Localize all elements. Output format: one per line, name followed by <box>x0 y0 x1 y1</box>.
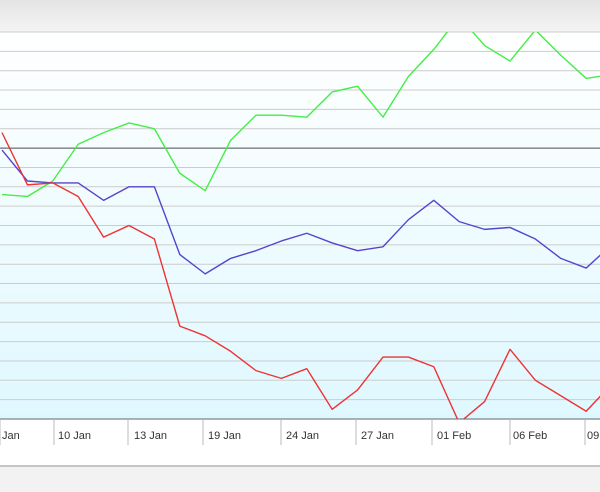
x-tick-label: 24 Jan <box>286 430 319 442</box>
series-line-3 <box>1 132 600 419</box>
top-band <box>0 0 600 32</box>
series-layer <box>1 32 600 419</box>
x-tick-label: 27 Jan <box>361 430 394 442</box>
x-tick-label: 10 Jan <box>58 430 91 442</box>
x-axis-ticks: Jan 10 Jan 13 Jan 19 Jan 24 Jan 27 Jan 01 Feb 0… <box>0 419 599 445</box>
x-tick-label: 19 Jan <box>208 430 241 442</box>
bottom-band <box>0 467 600 492</box>
x-tick-label: 01 Feb <box>437 430 471 442</box>
series-line-1 <box>1 32 600 198</box>
grid-lines <box>0 31 600 420</box>
x-tick-label: 06 Feb <box>513 430 547 442</box>
x-tick-label: 09 <box>587 430 599 442</box>
x-tick-label: 13 Jan <box>134 430 167 442</box>
x-tick-label: Jan <box>2 430 20 442</box>
series-line-2 <box>1 149 600 275</box>
